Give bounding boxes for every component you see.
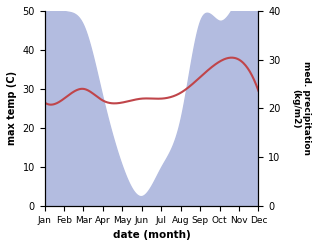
Y-axis label: max temp (C): max temp (C) [7,71,17,145]
X-axis label: date (month): date (month) [113,230,190,240]
Y-axis label: med. precipitation
(kg/m2): med. precipitation (kg/m2) [292,61,311,155]
